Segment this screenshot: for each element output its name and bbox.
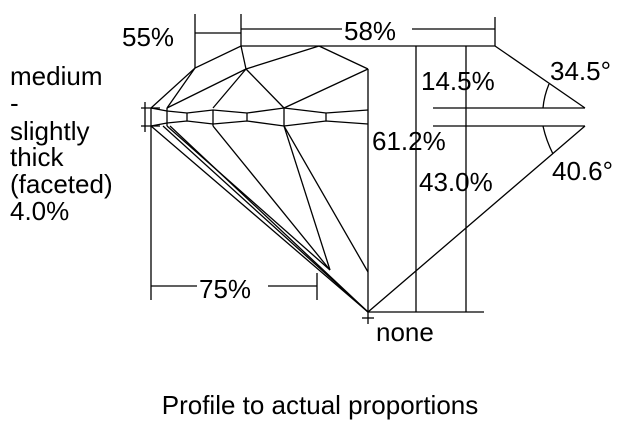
caption: Profile to actual proportions <box>162 390 479 420</box>
label-crown-height: 14.5% <box>421 66 495 96</box>
label-table: 58% <box>344 16 396 46</box>
girdle-top <box>150 107 369 114</box>
label-pavilion-angle: 40.6° <box>552 156 613 186</box>
crown-facets <box>166 45 369 312</box>
label-pavilion-depth: 43.0% <box>419 167 493 197</box>
svg-text:-: - <box>10 88 19 118</box>
svg-text:(faceted): (faceted) <box>10 169 113 199</box>
label-55: 55% <box>122 22 174 52</box>
dimension-lines <box>141 14 585 324</box>
label-lower-half: 75% <box>199 274 251 304</box>
svg-text:4.0%: 4.0% <box>10 196 69 226</box>
svg-text:thick: thick <box>10 142 64 172</box>
svg-text:slightly: slightly <box>10 116 89 146</box>
svg-text:medium: medium <box>10 61 102 91</box>
label-culet: none <box>376 317 434 347</box>
pavilion-facets <box>162 125 369 313</box>
label-total-depth: 61.2% <box>372 126 446 156</box>
girdle-label: medium - slightly thick (faceted) 4.0% <box>10 61 113 226</box>
girdle-bottom <box>150 120 369 127</box>
label-crown-angle: 34.5° <box>550 56 611 86</box>
